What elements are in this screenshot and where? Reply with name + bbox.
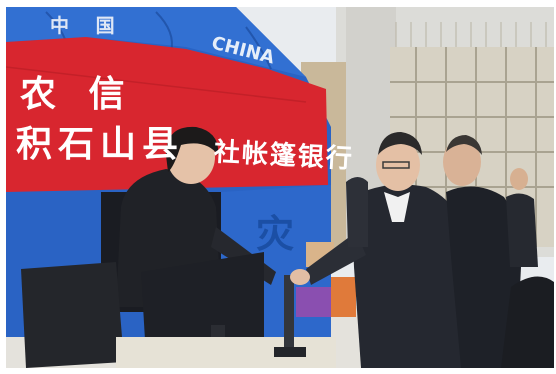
scene <box>6 7 554 368</box>
photo: 中 国 CHINA 农 信 积石山县 社帐篷银行 灾 <box>6 7 554 368</box>
man-official-second <box>443 135 521 368</box>
card-terminal <box>274 275 306 357</box>
snack-bag <box>331 277 356 317</box>
person-right-edge <box>501 276 554 368</box>
office-chair <box>21 262 124 368</box>
man-official-front <box>290 132 471 368</box>
tent-roof <box>6 7 306 77</box>
gift-box <box>296 287 336 317</box>
man-background <box>506 168 538 267</box>
person-behind <box>346 177 368 247</box>
